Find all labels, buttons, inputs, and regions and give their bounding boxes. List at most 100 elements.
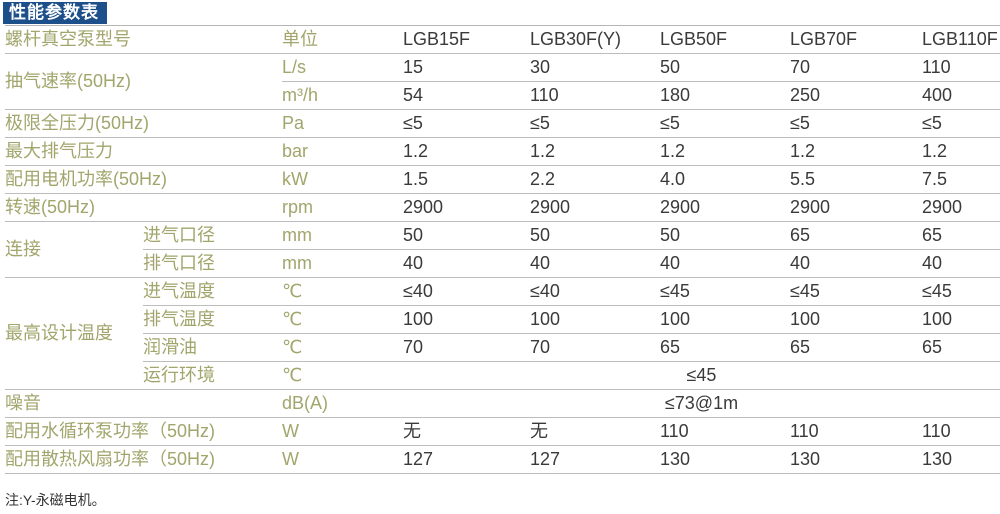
value-cell: 65 bbox=[922, 333, 1000, 362]
unit-header: 单位 bbox=[282, 26, 403, 54]
unit-cell: mm bbox=[282, 249, 403, 278]
value-cell: 70 bbox=[403, 333, 530, 362]
parameter-label: 抽气速率(50Hz) bbox=[5, 53, 282, 110]
group-label: 连接 bbox=[5, 221, 143, 278]
group-label: 最高设计温度 bbox=[5, 277, 143, 390]
value-cell: 70 bbox=[790, 53, 922, 82]
value-cell: ≤45 bbox=[922, 277, 1000, 306]
value-cell: 110 bbox=[922, 417, 1000, 446]
value-cell: 1.2 bbox=[660, 137, 790, 166]
value-cell: 65 bbox=[790, 221, 922, 250]
header-row: 螺杆真空泵型号 单位 LGB15F LGB30F(Y) LGB50F LGB70F LGB1… bbox=[5, 26, 1000, 54]
sub-label: 进气口径 bbox=[143, 221, 282, 250]
value-cell: 2900 bbox=[403, 193, 530, 222]
unit-cell: bar bbox=[282, 137, 403, 166]
model-column-header: LGB15F bbox=[403, 26, 530, 54]
value-cell: 无 bbox=[530, 417, 660, 446]
value-cell: 30 bbox=[530, 53, 660, 82]
value-cell: 110 bbox=[530, 81, 660, 110]
unit-cell: mm bbox=[282, 221, 403, 250]
sub-label: 运行环境 bbox=[143, 361, 282, 390]
unit-cell: W bbox=[282, 445, 403, 474]
value-cell: 50 bbox=[403, 221, 530, 250]
unit-cell: ℃ bbox=[282, 305, 403, 334]
value-cell: 127 bbox=[403, 445, 530, 474]
value-cell: 130 bbox=[922, 445, 1000, 474]
value-cell: ≤5 bbox=[403, 109, 530, 138]
value-cell: 2.2 bbox=[530, 165, 660, 194]
value-cell: 54 bbox=[403, 81, 530, 110]
value-cell: 50 bbox=[660, 221, 790, 250]
model-column-header: LGB70F bbox=[790, 26, 922, 54]
table-row: 连接 进气口径 mm 50 50 50 65 65 bbox=[5, 221, 1000, 278]
value-cell: 40 bbox=[790, 249, 922, 278]
table-row: m³/h 54 110 180 250 400 bbox=[5, 81, 1000, 110]
table-row: 转速(50Hz) rpm 2900 2900 2900 2900 2900 bbox=[5, 193, 1000, 222]
value-cell: 250 bbox=[790, 81, 922, 110]
merged-value: ≤73@1m bbox=[403, 389, 1000, 418]
value-cell: ≤40 bbox=[530, 277, 660, 306]
value-cell: 127 bbox=[530, 445, 660, 474]
unit-cell: m³/h bbox=[282, 81, 403, 110]
value-cell: 40 bbox=[530, 249, 660, 278]
value-cell: 2900 bbox=[922, 193, 1000, 222]
table-row: 最大排气压力 bar 1.2 1.2 1.2 1.2 1.2 bbox=[5, 137, 1000, 166]
parameter-label: 转速(50Hz) bbox=[5, 193, 282, 222]
model-column-header: LGB50F bbox=[660, 26, 790, 54]
sub-label: 排气温度 bbox=[143, 305, 282, 334]
sub-label: 润滑油 bbox=[143, 333, 282, 362]
merged-value: ≤45 bbox=[403, 361, 1000, 390]
model-column-header: LGB110F bbox=[922, 26, 1000, 54]
unit-cell: L/s bbox=[282, 53, 403, 82]
model-column-header: LGB30F(Y) bbox=[530, 26, 660, 54]
value-cell: 1.2 bbox=[790, 137, 922, 166]
value-cell: 5.5 bbox=[790, 165, 922, 194]
parameter-label: 配用水循环泵功率（50Hz) bbox=[5, 417, 282, 446]
divider bbox=[5, 25, 1000, 26]
table-row: 运行环境 ℃ ≤45 bbox=[5, 361, 1000, 390]
value-cell: 2900 bbox=[530, 193, 660, 222]
value-cell: 50 bbox=[530, 221, 660, 250]
table-row: 最高设计温度 进气温度 ℃ ≤40 ≤40 ≤45 ≤45 ≤45 bbox=[5, 277, 1000, 390]
value-cell: 40 bbox=[403, 249, 530, 278]
model-header: 螺杆真空泵型号 bbox=[5, 26, 282, 54]
unit-cell: W bbox=[282, 417, 403, 446]
table-row: 配用散热风扇功率（50Hz) W 127 127 130 130 130 bbox=[5, 445, 1000, 474]
parameter-label: 极限全压力(50Hz) bbox=[5, 109, 282, 138]
value-cell: 180 bbox=[660, 81, 790, 110]
unit-cell: Pa bbox=[282, 109, 403, 138]
value-cell: 400 bbox=[922, 81, 1000, 110]
value-cell: ≤40 bbox=[403, 277, 530, 306]
sub-label: 排气口径 bbox=[143, 249, 282, 278]
table-title: 性能参数表 bbox=[3, 2, 107, 24]
parameter-label: 配用散热风扇功率（50Hz) bbox=[5, 445, 282, 474]
value-cell: 40 bbox=[922, 249, 1000, 278]
value-cell: 100 bbox=[660, 305, 790, 334]
value-cell: 100 bbox=[530, 305, 660, 334]
value-cell: 65 bbox=[922, 221, 1000, 250]
table-row: 配用电机功率(50Hz) kW 1.5 2.2 4.0 5.5 7.5 bbox=[5, 165, 1000, 194]
value-cell: 4.0 bbox=[660, 165, 790, 194]
table-row: 润滑油 ℃ 70 70 65 65 65 bbox=[5, 333, 1000, 362]
value-cell: 1.2 bbox=[403, 137, 530, 166]
value-cell: ≤45 bbox=[790, 277, 922, 306]
value-cell: ≤45 bbox=[660, 277, 790, 306]
value-cell: ≤5 bbox=[922, 109, 1000, 138]
value-cell: 1.2 bbox=[530, 137, 660, 166]
value-cell: ≤5 bbox=[530, 109, 660, 138]
table-row: 噪音 dB(A) ≤73@1m bbox=[5, 389, 1000, 418]
unit-cell: ℃ bbox=[282, 333, 403, 362]
unit-cell: ℃ bbox=[282, 361, 403, 390]
table-row: 抽气速率(50Hz) L/s 15 30 50 70 110 bbox=[5, 53, 1000, 110]
performance-table: 螺杆真空泵型号 单位 LGB15F LGB30F(Y) LGB50F LGB70F LGB1… bbox=[5, 26, 1000, 474]
value-cell: 65 bbox=[660, 333, 790, 362]
value-cell: ≤5 bbox=[660, 109, 790, 138]
parameter-label: 噪音 bbox=[5, 389, 282, 418]
value-cell: 110 bbox=[660, 417, 790, 446]
value-cell: ≤5 bbox=[790, 109, 922, 138]
table-row: 排气口径 mm 40 40 40 40 40 bbox=[5, 249, 1000, 278]
table-row: 排气温度 ℃ 100 100 100 100 100 bbox=[5, 305, 1000, 334]
value-cell: 70 bbox=[530, 333, 660, 362]
value-cell: 130 bbox=[660, 445, 790, 474]
value-cell: 100 bbox=[922, 305, 1000, 334]
